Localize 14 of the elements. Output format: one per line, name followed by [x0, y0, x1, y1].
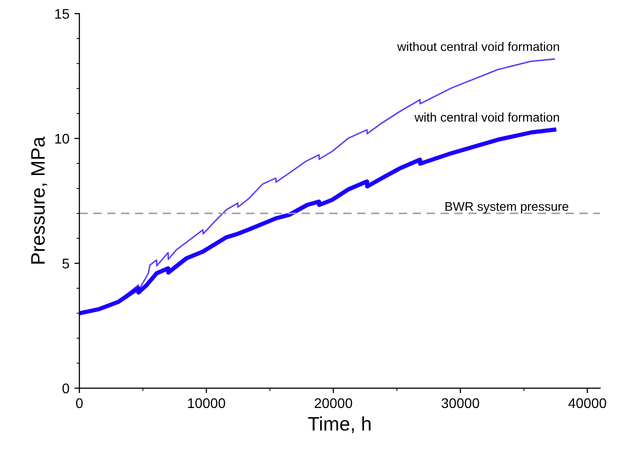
y-tick-label: 10 — [55, 134, 70, 144]
x-tick-label: 40000 — [568, 398, 606, 408]
series-label: with central void formation — [414, 112, 559, 122]
x-tick-label: 20000 — [314, 398, 352, 408]
y-tick-label: 5 — [62, 258, 70, 268]
x-axis-title: Time, h — [308, 416, 371, 433]
ref-line-label: BWR system pressure — [446, 202, 568, 214]
y-tick-label: 15 — [55, 9, 70, 19]
x-tick-label: 0 — [76, 398, 83, 408]
x-tick-label: 30000 — [442, 398, 480, 408]
series-label: without central void formation — [397, 42, 559, 52]
y-tick-label: 0 — [62, 384, 70, 394]
y-axis-title: Pressure, MPa — [31, 136, 48, 264]
x-tick-label: 10000 — [188, 398, 226, 408]
